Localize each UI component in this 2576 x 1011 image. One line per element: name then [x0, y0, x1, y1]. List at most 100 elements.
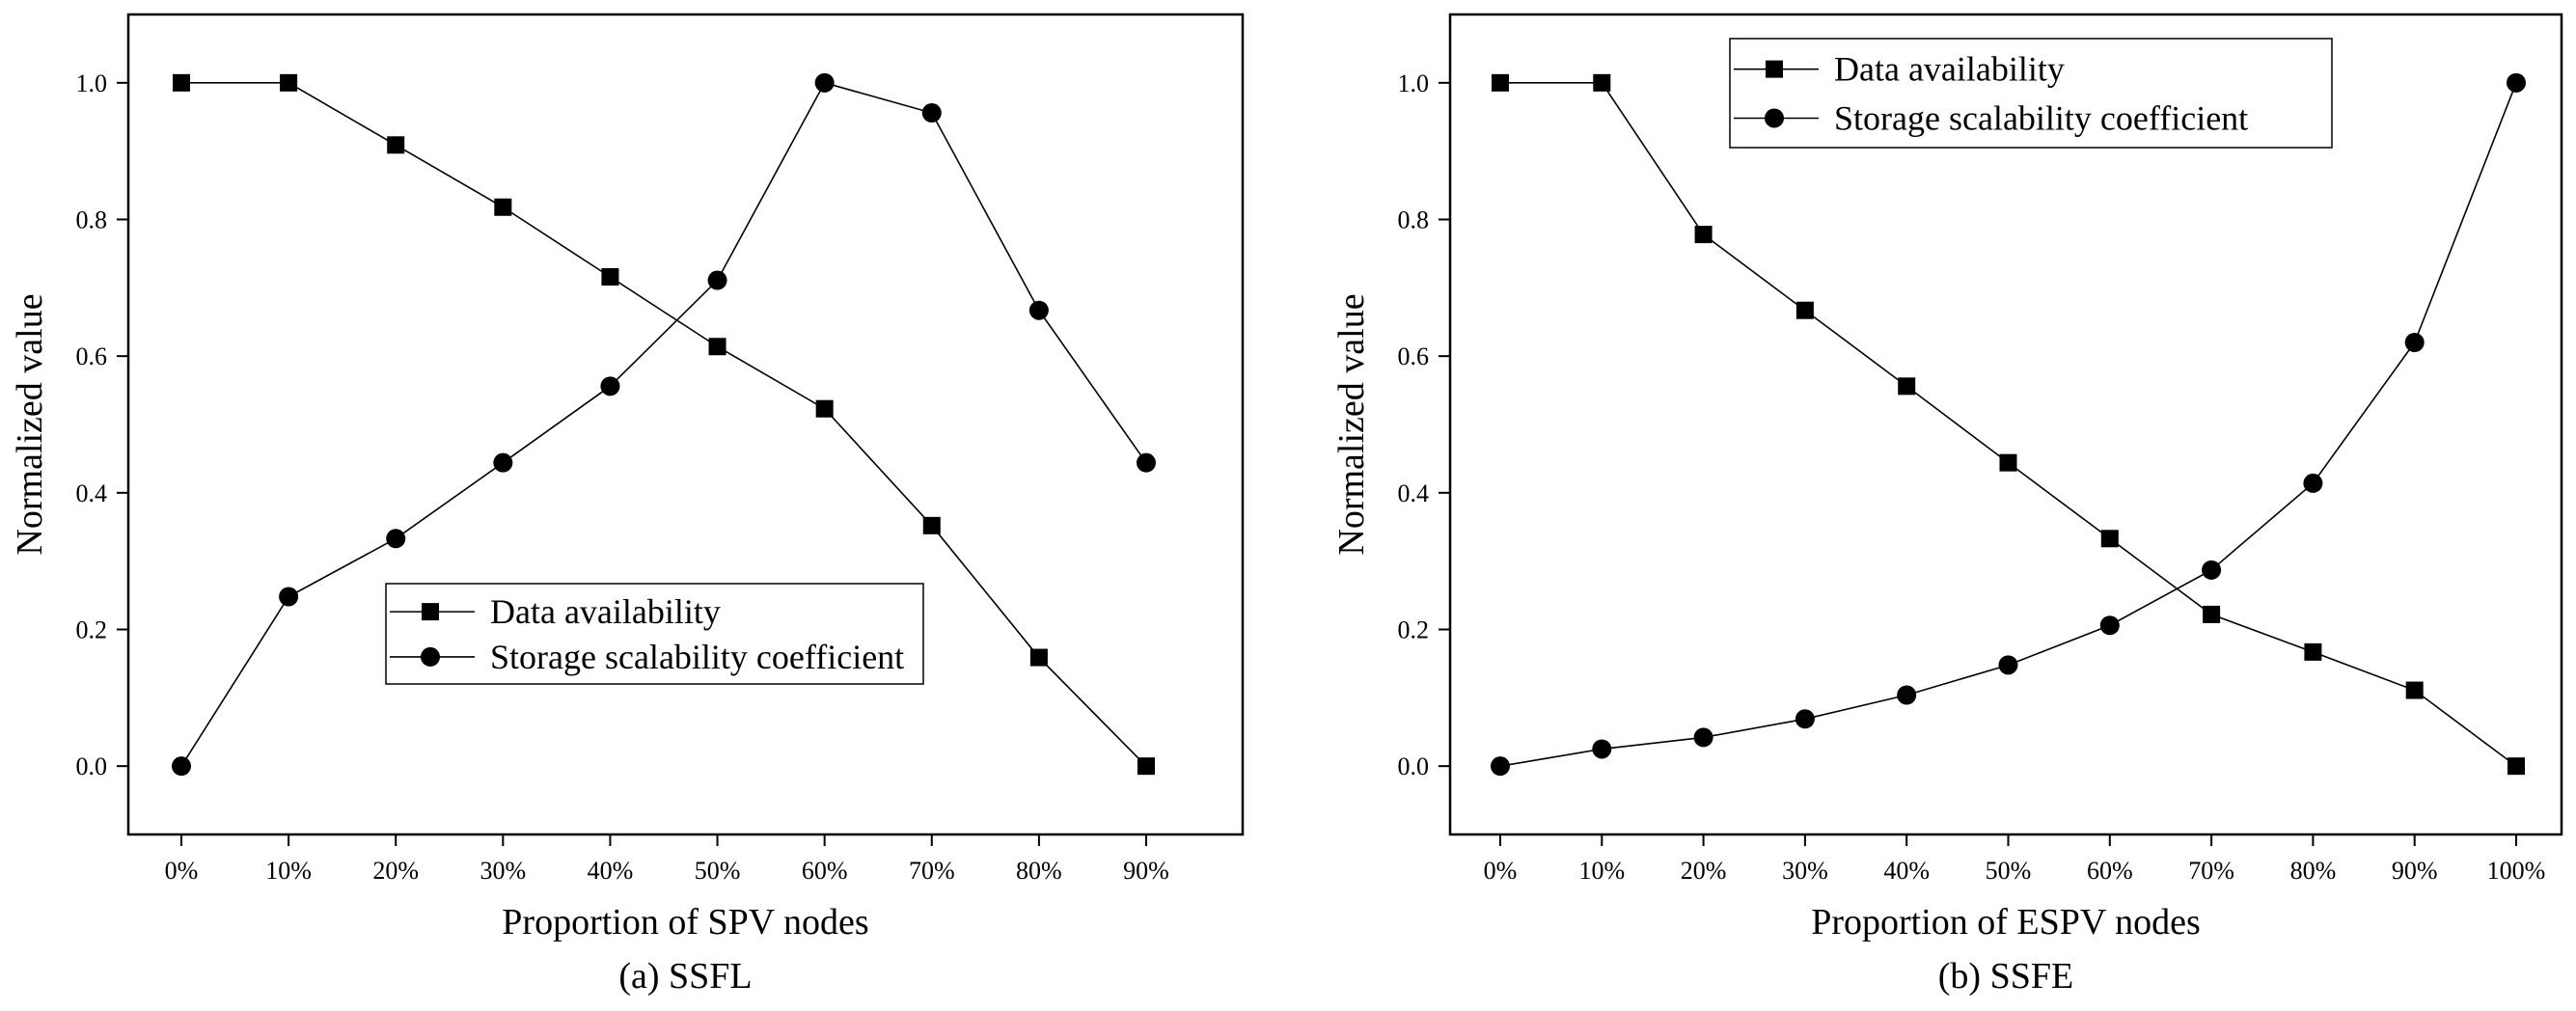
storage-scalability-point — [386, 529, 406, 549]
y-tick-label: 0.0 — [76, 752, 108, 780]
storage-scalability-point — [1491, 756, 1510, 777]
legend-label: Data availability — [1834, 50, 2065, 89]
data-availability-point — [2100, 530, 2119, 548]
x-tick-label: 20% — [1681, 857, 1727, 885]
legend-label: Data availability — [490, 592, 721, 631]
data-availability-point — [2507, 757, 2525, 776]
storage-scalability-point — [2202, 560, 2222, 580]
panel-a: 0.0 0.2 0.4 0.6 0.8 1.0 0% 10% 20% 30% 40% 50% 60% 70… — [10, 13, 1245, 997]
storage-scalability-point — [1137, 452, 1156, 473]
legend-marker — [1765, 108, 1784, 128]
y-tick-label: 0.8 — [76, 206, 108, 234]
x-tick-label: 30% — [480, 857, 526, 885]
x-tick-label: 90% — [2392, 857, 2438, 885]
storage-scalability-point — [2404, 333, 2425, 352]
legend: Data availability Storage scalability coe… — [385, 583, 924, 685]
storage-scalability-point — [1693, 727, 1713, 748]
x-tick-label: 30% — [1782, 857, 1828, 885]
x-tick-label: 10% — [1578, 857, 1625, 885]
storage-scalability-point — [1795, 709, 1815, 729]
data-availability-point — [922, 516, 941, 534]
x-tick-label: 60% — [802, 857, 848, 885]
plot-frame — [1448, 13, 2563, 836]
data-availability-point — [387, 136, 405, 154]
storage-scalability-point — [2099, 615, 2120, 636]
x-tick-label: 100% — [2487, 857, 2546, 885]
storage-scalability-point — [1998, 655, 2018, 675]
y-tick-label: 0.2 — [76, 616, 108, 644]
x-tick-label: 90% — [1123, 857, 1169, 885]
data-availability-point — [2304, 642, 2322, 661]
data-availability-point — [1029, 648, 1048, 667]
x-tick-label: 50% — [695, 857, 741, 885]
panel-caption: (b) SSFE — [1938, 956, 2073, 997]
data-availability-point — [2203, 605, 2221, 623]
storage-scalability-point — [2507, 72, 2526, 93]
data-availability-point — [280, 73, 298, 92]
data-availability-point — [173, 73, 190, 92]
x-axis-title: Proportion of SPV nodes — [502, 902, 868, 943]
data-availability-point — [1137, 757, 1155, 776]
legend-box — [385, 583, 924, 685]
storage-scalability-point — [2303, 473, 2323, 493]
x-tick-label: 70% — [909, 857, 955, 885]
legend-marker — [422, 603, 439, 621]
y-tick-label: 1.0 — [76, 69, 108, 97]
y-tick-label: 0.4 — [76, 479, 108, 507]
plot-frame — [126, 13, 1245, 836]
legend-marker — [421, 646, 440, 667]
panel-b: 0.0 0.2 0.4 0.6 0.8 1.0 0% 10% 20% 30% 40% 50% 60% 70… — [1331, 13, 2563, 997]
storage-scalability-point — [1897, 685, 1917, 705]
legend-box — [1729, 38, 2333, 149]
x-tick-label: 0% — [1484, 857, 1518, 885]
storage-scalability-point — [1028, 300, 1049, 320]
y-axis-title: Normalized value — [1331, 293, 1372, 555]
data-availability-point — [1795, 301, 1814, 319]
data-availability-point — [1492, 73, 1509, 92]
storage-scalability-point — [814, 72, 835, 93]
x-tick-label: 0% — [165, 857, 199, 885]
y-tick-label: 0.6 — [76, 342, 108, 370]
series-line-storage-scalability — [180, 81, 1147, 767]
storage-scalability-point — [600, 376, 620, 396]
panel-caption: (a) SSFL — [618, 956, 752, 997]
storage-scalability-point — [172, 756, 191, 777]
data-availability-point — [1999, 453, 2017, 472]
data-availability-point — [1694, 226, 1713, 244]
x-tick-label: 40% — [588, 857, 634, 885]
series-line-data-availability — [181, 82, 1147, 767]
x-tick-label: 40% — [1883, 857, 1930, 885]
data-availability-point — [601, 268, 619, 286]
y-tick-label: 0.8 — [1398, 206, 1430, 234]
legend-label: Storage scalability coefficient — [490, 638, 904, 676]
x-tick-label: 20% — [372, 857, 419, 885]
storage-scalability-point — [1592, 739, 1612, 759]
x-tick-label: 70% — [2188, 857, 2234, 885]
data-availability-point — [1593, 73, 1611, 92]
legend-label: Storage scalability coefficient — [1834, 98, 2248, 137]
y-tick-label: 0.0 — [1398, 752, 1430, 780]
storage-scalability-point — [707, 270, 727, 290]
legend: Data availability Storage scalability coe… — [1729, 38, 2333, 149]
x-tick-label: 10% — [265, 857, 312, 885]
y-tick-label: 0.6 — [1398, 342, 1430, 370]
x-tick-label: 50% — [1986, 857, 2032, 885]
legend-marker — [1766, 60, 1783, 78]
x-axis-title: Proportion of ESPV nodes — [1811, 902, 2201, 943]
x-tick-label: 80% — [2290, 857, 2337, 885]
data-availability-point — [2405, 681, 2424, 699]
data-availability-point — [815, 399, 834, 418]
y-tick-label: 0.2 — [1398, 616, 1430, 644]
storage-scalability-point — [279, 587, 299, 607]
y-tick-label: 0.4 — [1398, 479, 1430, 507]
y-tick-label: 1.0 — [1398, 69, 1430, 97]
y-axis-title: Normalized value — [10, 293, 50, 555]
storage-scalability-point — [921, 103, 942, 123]
data-availability-point — [1898, 377, 1916, 396]
x-tick-label: 60% — [2087, 857, 2133, 885]
x-tick-label: 80% — [1016, 857, 1062, 885]
storage-scalability-point — [493, 452, 513, 473]
data-availability-point — [494, 198, 512, 216]
data-availability-point — [708, 338, 726, 356]
